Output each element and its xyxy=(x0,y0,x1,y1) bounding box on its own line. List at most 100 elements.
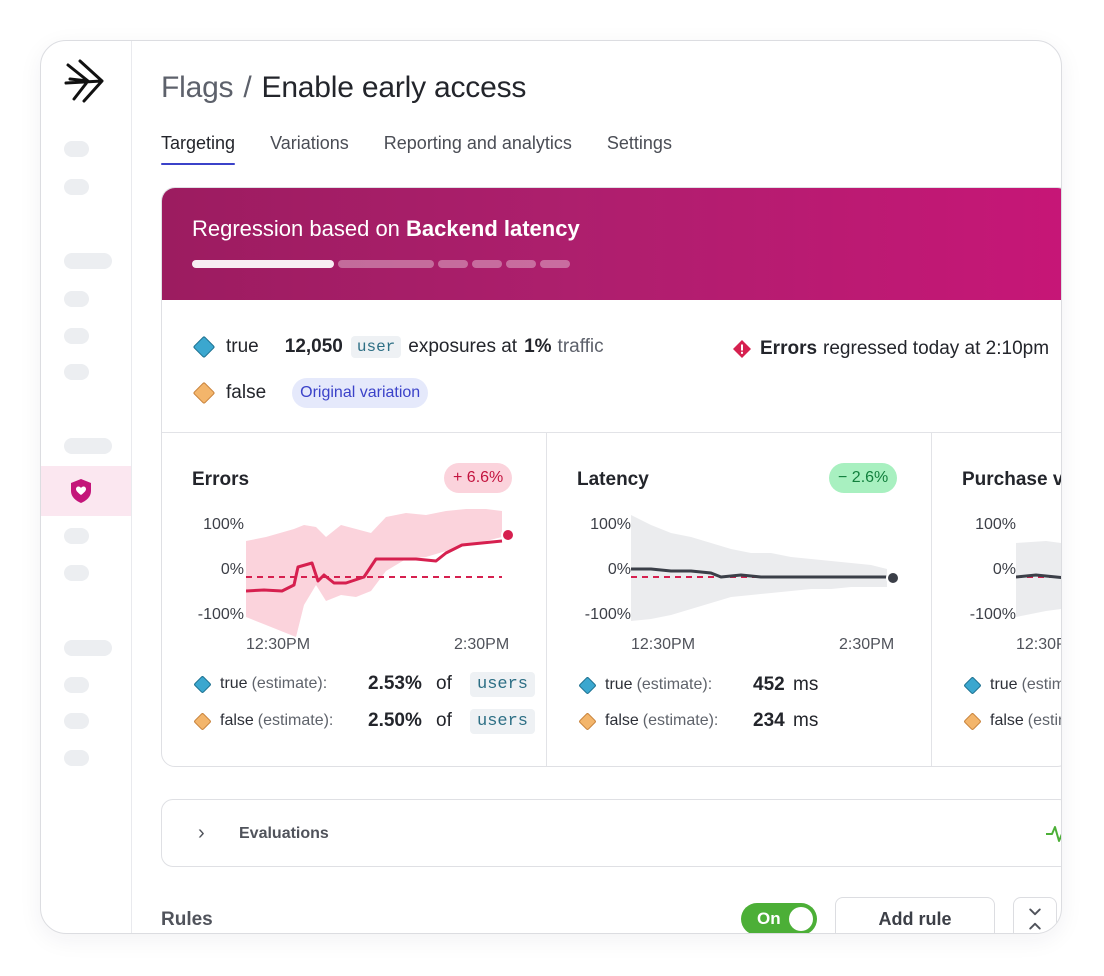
evaluations-panel[interactable]: › Evaluations xyxy=(161,799,1061,867)
metric-title: Errors xyxy=(192,469,250,490)
regression-card: Regression based on Backend latency true… xyxy=(161,187,1061,767)
estimate-value: 2.50% xyxy=(368,710,422,731)
false-variation-diamond-icon xyxy=(963,711,982,731)
true-variation-label: true xyxy=(226,336,259,357)
true-variation-diamond-icon xyxy=(193,674,212,694)
sidebar-item[interactable] xyxy=(64,364,89,380)
exposure-summary: true 12,050 user exposures at 1% traffic… xyxy=(162,300,1061,433)
rules-heading: Rules xyxy=(161,909,213,930)
progress-segment xyxy=(338,260,434,268)
y-tick: 100% xyxy=(590,516,631,533)
sidebar-item[interactable] xyxy=(64,528,89,544)
y-tick: 0% xyxy=(607,561,631,578)
purchase-chart xyxy=(1016,541,1061,617)
add-rule-button[interactable]: Add rule xyxy=(835,897,995,933)
banner-title-metric: Backend latency xyxy=(406,216,580,241)
page-title: Enable early access xyxy=(261,71,527,104)
tab-reporting-and-analytics[interactable]: Reporting and analytics xyxy=(383,133,572,153)
breadcrumb-parent-link[interactable]: Flags xyxy=(161,71,234,104)
y-tick: -100% xyxy=(197,606,244,623)
purchase-confidence-band xyxy=(1016,541,1061,617)
estimate-unit: ms xyxy=(793,710,819,731)
errors-chart xyxy=(246,509,515,637)
y-tick: 100% xyxy=(203,516,244,533)
estimate-true-row: true (estimate): 2.53% of users xyxy=(193,672,536,697)
estimate-suffix: (estimate): xyxy=(251,675,328,692)
tab-variations[interactable]: Variations xyxy=(270,133,349,153)
estimate-unit-chip: users xyxy=(470,709,536,734)
y-tick: 0% xyxy=(220,561,244,578)
sidebar-item[interactable] xyxy=(64,713,89,729)
progress-segment xyxy=(438,260,468,268)
shield-heart-icon[interactable] xyxy=(68,477,94,505)
estimate-label: true xyxy=(220,675,248,692)
metrics-row: Errors + 6.6% 100% 0% -100% 12:30PM 2:30… xyxy=(162,433,1061,766)
false-variation-label: false xyxy=(226,382,267,403)
errors-latest-point xyxy=(501,528,515,542)
logo-icon[interactable] xyxy=(62,57,110,105)
estimate-true-row: true (estimate): 452 ms xyxy=(578,674,818,695)
summary-false-row: false Original variation xyxy=(192,378,429,408)
estimate-value: 452 xyxy=(753,674,785,695)
regression-metric: Errors xyxy=(760,338,818,359)
breadcrumb-separator: / xyxy=(243,71,252,104)
estimate-suffix: (estimate): xyxy=(1021,676,1061,693)
sidebar-item[interactable] xyxy=(64,328,89,344)
estimate-value: 234 xyxy=(753,710,785,731)
y-tick: -100% xyxy=(969,606,1016,623)
progress-segment xyxy=(472,260,502,268)
tab-settings[interactable]: Settings xyxy=(606,133,672,153)
latency-chart xyxy=(631,515,900,621)
estimate-label: false xyxy=(220,712,254,729)
x-tick: 12:30PM xyxy=(246,636,311,653)
exposures-count: 12,050 xyxy=(284,336,343,357)
estimate-suffix: (estimate): xyxy=(642,712,719,729)
metric-title: Latency xyxy=(577,469,649,490)
false-variation-diamond-icon xyxy=(193,711,212,731)
error-diamond-icon xyxy=(733,340,751,358)
regression-status: Errors regressed today at 2:10pm xyxy=(732,338,1049,360)
exposures-unit-chip: user xyxy=(350,336,402,358)
banner-title: Regression based on Backend latency xyxy=(192,216,580,242)
sidebar-item[interactable] xyxy=(64,253,112,269)
sidebar-item[interactable] xyxy=(64,179,89,195)
x-tick: 12:30PM xyxy=(1016,636,1061,653)
true-variation-diamond-icon xyxy=(578,675,597,695)
exposures-text: exposures at xyxy=(408,336,518,357)
y-tick: 100% xyxy=(975,516,1016,533)
estimate-suffix: (estimate): xyxy=(257,712,334,729)
sidebar-item[interactable] xyxy=(64,565,89,581)
estimate-unit-chip: users xyxy=(470,672,536,697)
sidebar-item[interactable] xyxy=(64,291,89,307)
purchase-true-series xyxy=(1016,573,1061,580)
sidebar-item[interactable] xyxy=(64,677,89,693)
estimate-label: true xyxy=(990,676,1018,693)
toggle-knob xyxy=(789,907,813,931)
original-variation-badge: Original variation xyxy=(292,378,429,408)
estimate-value: 2.53% xyxy=(368,673,422,694)
tab-bar: Targeting Variations Reporting and analy… xyxy=(161,133,672,165)
estimate-false-row: false (estimate): 234 ms xyxy=(578,710,818,731)
sidebar-item[interactable] xyxy=(64,640,112,656)
x-tick: 2:30PM xyxy=(454,636,510,653)
sidebar-item[interactable] xyxy=(64,141,89,157)
regression-banner: Regression based on Backend latency xyxy=(162,188,1061,300)
estimate-unit: ms xyxy=(793,674,819,695)
tab-targeting[interactable]: Targeting xyxy=(161,133,236,165)
targeting-toggle[interactable]: On xyxy=(741,903,817,933)
sidebar-item[interactable] xyxy=(64,438,112,454)
estimate-suffix: (estimate): xyxy=(1027,712,1061,729)
metric-delta-badge: + 6.6% xyxy=(444,463,513,493)
errors-true-series xyxy=(246,539,503,593)
summary-true-row: true 12,050 user exposures at 1% traffic xyxy=(192,335,604,359)
breadcrumb: Flags / Enable early access xyxy=(161,71,526,105)
latency-true-series xyxy=(631,567,887,579)
estimate-false-row: false (estimate): 2.50% of users xyxy=(193,709,536,734)
x-tick: 2:30PM xyxy=(839,636,895,653)
collapse-button[interactable] xyxy=(1013,897,1057,933)
estimate-of: of xyxy=(436,673,452,694)
estimate-suffix: (estimate): xyxy=(636,676,713,693)
x-tick: 12:30PM xyxy=(631,636,696,653)
chevron-right-icon[interactable]: › xyxy=(198,822,205,844)
sidebar-item[interactable] xyxy=(64,750,89,766)
